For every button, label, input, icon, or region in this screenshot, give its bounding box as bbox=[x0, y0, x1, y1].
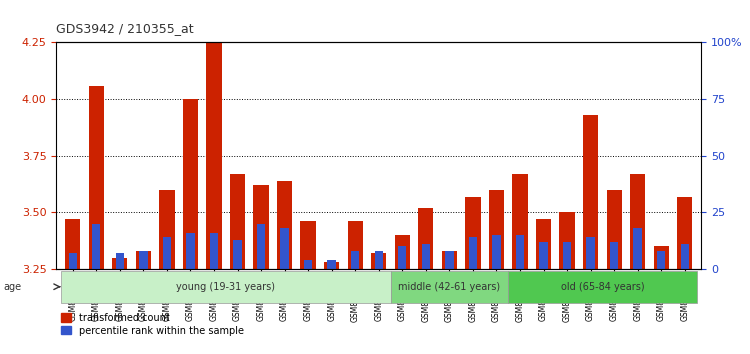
Bar bbox=[347, 222, 363, 269]
Bar bbox=[583, 115, 598, 269]
Bar bbox=[304, 260, 312, 269]
Bar bbox=[607, 190, 622, 269]
Bar bbox=[230, 174, 245, 269]
Bar bbox=[112, 258, 128, 269]
Text: middle (42-61 years): middle (42-61 years) bbox=[398, 282, 500, 292]
Text: age: age bbox=[4, 282, 22, 292]
Bar bbox=[560, 212, 574, 269]
Bar bbox=[657, 251, 665, 269]
Bar bbox=[680, 244, 689, 269]
Text: GDS3942 / 210355_at: GDS3942 / 210355_at bbox=[56, 22, 194, 35]
Bar bbox=[280, 228, 289, 269]
Bar bbox=[492, 235, 501, 269]
Bar bbox=[394, 235, 410, 269]
Bar bbox=[536, 219, 551, 269]
Text: old (65-84 years): old (65-84 years) bbox=[560, 282, 644, 292]
Bar bbox=[206, 42, 221, 269]
Bar bbox=[469, 237, 477, 269]
Bar bbox=[442, 251, 457, 269]
Bar bbox=[256, 224, 265, 269]
Bar bbox=[653, 246, 669, 269]
Bar bbox=[163, 237, 171, 269]
Text: young (19-31 years): young (19-31 years) bbox=[176, 282, 275, 292]
Bar bbox=[539, 242, 548, 269]
Bar bbox=[140, 251, 148, 269]
Bar bbox=[512, 174, 528, 269]
Bar bbox=[465, 196, 481, 269]
Bar bbox=[136, 251, 151, 269]
Bar bbox=[489, 190, 504, 269]
Bar bbox=[516, 235, 524, 269]
Legend: transformed count, percentile rank within the sample: transformed count, percentile rank withi… bbox=[61, 313, 244, 336]
Bar bbox=[398, 246, 406, 269]
Bar bbox=[677, 196, 692, 269]
Bar bbox=[419, 208, 434, 269]
FancyBboxPatch shape bbox=[509, 271, 697, 303]
Bar bbox=[328, 260, 336, 269]
Bar bbox=[92, 224, 100, 269]
Bar bbox=[371, 253, 386, 269]
Bar bbox=[183, 99, 198, 269]
Bar bbox=[88, 86, 104, 269]
Bar bbox=[630, 174, 645, 269]
Bar bbox=[65, 219, 80, 269]
Bar bbox=[374, 251, 383, 269]
Bar bbox=[159, 190, 175, 269]
Bar bbox=[116, 253, 124, 269]
Bar bbox=[233, 240, 242, 269]
Bar bbox=[586, 237, 595, 269]
Bar bbox=[351, 251, 359, 269]
Bar bbox=[68, 253, 77, 269]
Bar bbox=[422, 244, 430, 269]
Bar bbox=[277, 181, 292, 269]
FancyBboxPatch shape bbox=[391, 271, 508, 303]
Bar bbox=[610, 242, 618, 269]
Bar bbox=[254, 185, 268, 269]
Bar bbox=[301, 222, 316, 269]
Bar bbox=[186, 233, 195, 269]
Bar bbox=[324, 262, 339, 269]
Bar bbox=[562, 242, 572, 269]
Bar bbox=[446, 251, 454, 269]
FancyBboxPatch shape bbox=[61, 271, 391, 303]
Bar bbox=[634, 228, 642, 269]
Bar bbox=[210, 233, 218, 269]
